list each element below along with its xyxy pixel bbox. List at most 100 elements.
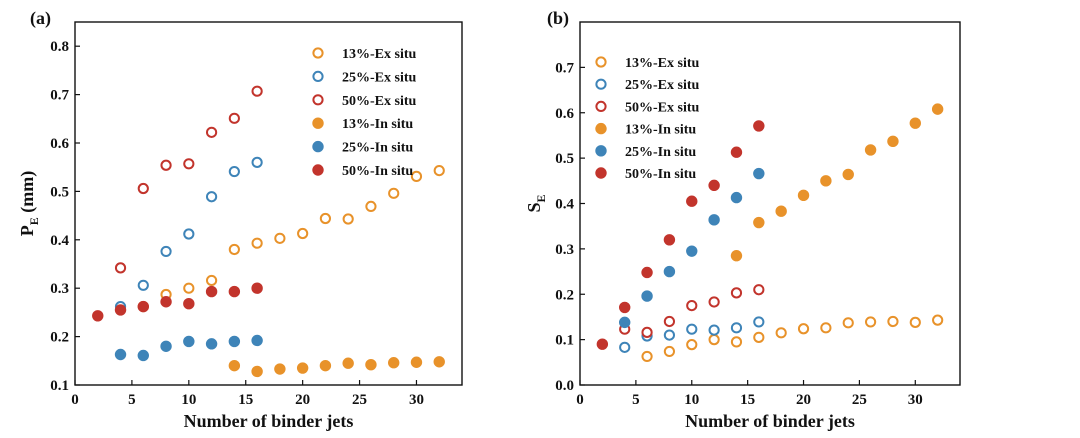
- data-point: [641, 326, 653, 338]
- data-point: [797, 323, 810, 335]
- legend-label: 13%-Ex situ: [625, 56, 700, 71]
- x-tick-label: 0: [71, 392, 79, 408]
- data-point: [92, 310, 104, 322]
- panel-label: (b): [547, 8, 569, 29]
- data-point: [730, 146, 743, 158]
- series-25-ex-situ: [114, 156, 263, 313]
- legend-label: 50%-In situ: [342, 164, 413, 179]
- data-point: [663, 315, 676, 328]
- data-point: [619, 316, 631, 329]
- data-point: [887, 135, 899, 148]
- x-axis-title: Number of binder jets: [685, 411, 855, 431]
- data-point: [365, 200, 377, 213]
- data-point: [365, 358, 377, 371]
- data-point: [708, 296, 720, 308]
- data-point: [319, 359, 332, 372]
- series-50-ex-situ: [114, 85, 263, 274]
- legend-marker: [312, 164, 324, 176]
- x-tick-label: 25: [852, 392, 867, 408]
- data-point: [205, 191, 218, 203]
- data-point: [205, 285, 218, 298]
- legend-marker: [595, 78, 607, 90]
- data-point: [619, 341, 631, 353]
- data-point: [775, 327, 787, 339]
- data-point: [251, 85, 263, 97]
- data-point: [775, 205, 787, 217]
- data-point: [160, 159, 172, 171]
- series-13-in-situ: [730, 103, 944, 262]
- y-tick-label: 0.3: [50, 281, 69, 297]
- y-tick-label: 0.3: [555, 242, 574, 258]
- data-point: [228, 165, 240, 178]
- y-axis-subscript: E: [534, 194, 548, 202]
- data-point: [887, 315, 899, 328]
- legend-label: 50%-In situ: [625, 167, 696, 182]
- y-tick-label: 0.4: [50, 233, 69, 249]
- data-point: [753, 331, 765, 343]
- data-point: [410, 170, 423, 182]
- data-point: [730, 336, 743, 348]
- data-point: [730, 191, 743, 204]
- data-point: [342, 213, 354, 225]
- data-point: [228, 243, 240, 256]
- series-13-ex-situ: [137, 164, 445, 313]
- data-point: [183, 158, 195, 170]
- x-tick-label: 20: [295, 392, 310, 408]
- data-point: [114, 348, 127, 361]
- chart-panel-b: 0 5 10 15 20 25 30 0.0 0.1 0.2 0.3 0.4 0.5 0.6 0.7 Numb…: [524, 8, 961, 431]
- data-point: [730, 322, 743, 334]
- legend-label: 25%-In situ: [342, 141, 413, 156]
- legend-label: 13%-Ex situ: [342, 47, 417, 62]
- chart-panel-a: 0 5 10 15 20 25 30 0.1 0.2 0.3 0.4 0.5 0.6 0.7 0.8 Numb…: [17, 8, 463, 431]
- data-point: [228, 112, 240, 124]
- series-25-in-situ: [619, 167, 765, 329]
- legend-label: 13%-In situ: [625, 123, 696, 138]
- data-point: [183, 282, 195, 294]
- data-point: [388, 187, 400, 199]
- series-25-ex-situ: [619, 316, 765, 353]
- legend-marker: [595, 100, 607, 113]
- y-axis-title: PE (mm): [17, 171, 41, 237]
- y-tick-label: 0.6: [50, 136, 69, 152]
- y-tick-label: 0.1: [555, 333, 574, 349]
- series-50-in-situ: [596, 120, 765, 350]
- data-point: [663, 265, 676, 278]
- data-point: [864, 144, 877, 156]
- x-tick-label: 5: [632, 392, 640, 408]
- series-25-in-situ: [114, 334, 263, 362]
- legend-marker: [312, 70, 324, 83]
- y-tick-label: 0.5: [50, 184, 69, 200]
- legend-marker: [595, 145, 607, 157]
- data-point: [160, 340, 172, 352]
- data-point: [730, 249, 743, 262]
- data-point: [753, 120, 765, 132]
- data-point: [410, 356, 423, 368]
- data-point: [205, 274, 218, 287]
- legend-marker: [312, 117, 324, 129]
- x-tick-label: 30: [908, 392, 923, 408]
- y-axis-title: SE: [524, 194, 548, 212]
- plot-frame: [74, 21, 463, 386]
- data-point: [641, 290, 653, 302]
- data-point: [183, 335, 195, 348]
- y-axis-symbol: S: [524, 203, 544, 213]
- data-point: [137, 349, 149, 362]
- legend-marker: [312, 94, 324, 106]
- x-tick-label: 15: [238, 392, 253, 408]
- data-point: [160, 296, 172, 308]
- y-axis-unit: (mm): [17, 171, 38, 217]
- data-point: [342, 357, 354, 369]
- data-point: [114, 262, 127, 274]
- y-axis-symbol: P: [17, 225, 37, 236]
- data-point: [708, 324, 720, 336]
- data-point: [663, 234, 676, 246]
- data-point: [708, 179, 720, 192]
- data-point: [274, 232, 286, 244]
- data-point: [205, 126, 218, 138]
- data-point: [842, 317, 854, 329]
- data-point: [274, 363, 286, 375]
- data-point: [641, 266, 653, 279]
- y-axis-subscript: E: [27, 217, 41, 225]
- y-tick-label: 0.4: [555, 197, 574, 213]
